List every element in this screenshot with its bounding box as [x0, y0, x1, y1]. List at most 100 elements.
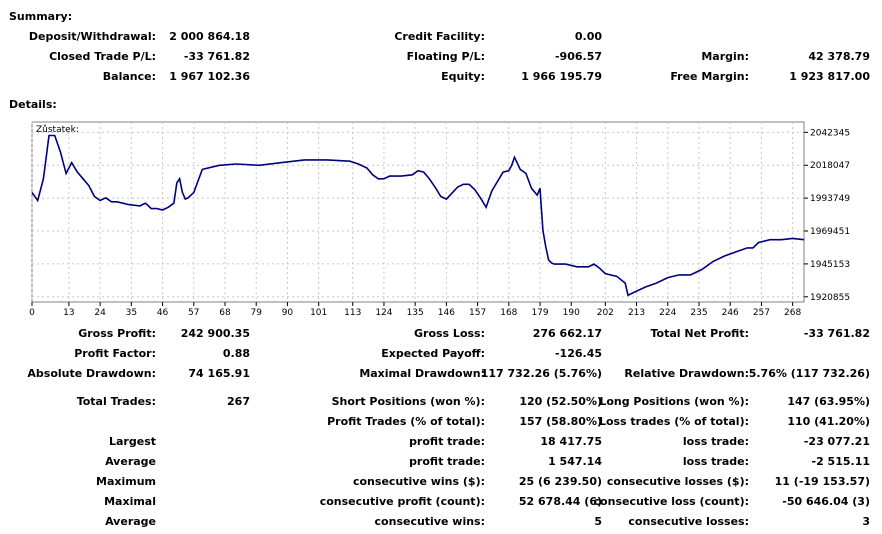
details-heading: Details:: [9, 98, 57, 111]
largest-loss-trade-value: -23 077.21: [803, 435, 870, 448]
balance-label: Balance:: [102, 70, 156, 83]
max-consecutive-losses-value: 11 (-19 153.57): [774, 475, 870, 488]
x-tick-label: 135: [407, 308, 424, 316]
profit-trades-value: 157 (58.80%): [519, 415, 602, 428]
absolute-drawdown-value: 74 165.91: [188, 367, 250, 380]
x-tick-label: 213: [628, 308, 645, 316]
x-tick-label: 235: [690, 308, 707, 316]
relative-drawdown-label: Relative Drawdown:: [624, 367, 749, 380]
deposit-value: 2 000 864.18: [169, 30, 250, 43]
y-axis: 1920855 1945153 1969451 1993749 2018047 20423…: [804, 128, 850, 303]
x-tick-label: 124: [375, 308, 392, 316]
x-tick-label: 35: [126, 308, 137, 316]
chart-grid: [31, 122, 804, 302]
x-tick-label: 190: [563, 308, 580, 316]
y-tick-label: 1993749: [810, 194, 850, 204]
credit-value: 0.00: [574, 30, 602, 43]
maximum-label: Maximum: [96, 475, 156, 488]
avg-consecutive-losses-label: consecutive losses:: [628, 515, 749, 528]
x-axis: 0 13 24 35 46 57 68 79 90 101 113 124 135 146 157 168 17…: [29, 302, 802, 318]
floating-pl-label: Floating P/L:: [406, 50, 485, 63]
chart-title: Zůstatek:: [36, 124, 79, 135]
average-profit-trade-label: profit trade:: [409, 455, 485, 468]
free-margin-value: 1 923 817.00: [789, 70, 870, 83]
x-tick-label: 90: [282, 308, 294, 316]
average-label: Average: [105, 455, 156, 468]
maximal-drawdown-value: 117 732.26 (5.76%): [480, 367, 602, 380]
x-tick-label: 24: [94, 308, 106, 316]
x-tick-label: 246: [722, 308, 739, 316]
short-positions-value: 120 (52.50%): [519, 395, 602, 408]
avg-consecutive-wins-label: consecutive wins:: [374, 515, 485, 528]
long-positions-value: 147 (63.95%): [787, 395, 870, 408]
x-tick-label: 57: [188, 308, 199, 316]
average-consecutive-label: Average: [105, 515, 156, 528]
avg-consecutive-losses-value: 3: [862, 515, 870, 528]
average-profit-trade-value: 1 547.14: [548, 455, 602, 468]
x-tick-label: 202: [597, 308, 614, 316]
long-positions-label: Long Positions (won %):: [599, 395, 749, 408]
y-tick-label: 2018047: [810, 161, 850, 171]
closed-pl-value: -33 761.82: [183, 50, 250, 63]
x-tick-label: 113: [344, 308, 361, 316]
total-trades-label: Total Trades:: [76, 395, 156, 408]
gross-loss-value: 276 662.17: [532, 327, 602, 340]
max-consecutive-wins-label: consecutive wins ($):: [352, 475, 485, 488]
y-tick-label: 1945153: [810, 260, 850, 270]
balance-series-line: [31, 134, 805, 297]
gross-profit-value: 242 900.35: [180, 327, 250, 340]
equity-label: Equity:: [441, 70, 485, 83]
balance-chart: 0 13 24 35 46 57 68 79 90 101 113 124 135 146 157 168 17…: [0, 120, 882, 318]
y-tick-label: 1969451: [810, 227, 850, 237]
x-tick-label: 13: [63, 308, 74, 316]
x-tick-label: 79: [250, 308, 262, 316]
maximal-label: Maximal: [104, 495, 156, 508]
x-tick-label: 224: [659, 308, 676, 316]
x-tick-label: 168: [500, 308, 517, 316]
total-net-profit-value: -33 761.82: [803, 327, 870, 340]
expected-payoff-value: -126.45: [554, 347, 602, 360]
x-tick-label: 268: [784, 308, 801, 316]
gross-profit-label: Gross Profit:: [78, 327, 156, 340]
x-tick-label: 0: [29, 308, 35, 316]
total-trades-value: 267: [227, 395, 250, 408]
floating-pl-value: -906.57: [554, 50, 602, 63]
y-tick-label: 1920855: [810, 293, 850, 303]
avg-consecutive-wins-value: 5: [594, 515, 602, 528]
average-loss-trade-label: loss trade:: [682, 455, 749, 468]
maximal-consecutive-loss-label: consecutive loss (count):: [593, 495, 749, 508]
expected-payoff-label: Expected Payoff:: [381, 347, 485, 360]
largest-loss-trade-label: loss trade:: [682, 435, 749, 448]
largest-profit-trade-label: profit trade:: [409, 435, 485, 448]
gross-loss-label: Gross Loss:: [414, 327, 485, 340]
profit-trades-label: Profit Trades (% of total):: [327, 415, 485, 428]
equity-value: 1 966 195.79: [521, 70, 602, 83]
profit-factor-label: Profit Factor:: [74, 347, 156, 360]
absolute-drawdown-label: Absolute Drawdown:: [27, 367, 156, 380]
maximal-drawdown-label: Maximal Drawdown:: [359, 367, 485, 380]
maximal-consecutive-profit-label: consecutive profit (count):: [319, 495, 485, 508]
maximal-consecutive-loss-value: -50 646.04 (3): [782, 495, 870, 508]
free-margin-label: Free Margin:: [670, 70, 749, 83]
max-consecutive-losses-label: consecutive losses ($):: [606, 475, 749, 488]
average-loss-trade-value: -2 515.11: [811, 455, 871, 468]
summary-heading: Summary:: [9, 10, 73, 23]
maximal-consecutive-profit-value: 52 678.44 (6): [518, 495, 602, 508]
chart-frame: [31, 121, 805, 303]
x-tick-label: 101: [310, 308, 327, 316]
y-tick-label: 2042345: [810, 128, 850, 138]
loss-trades-label: Loss trades (% of total):: [598, 415, 749, 428]
relative-drawdown-value: 5.76% (117 732.26): [748, 367, 870, 380]
max-consecutive-wins-value: 25 (6 239.50): [518, 475, 602, 488]
x-tick-label: 157: [469, 308, 486, 316]
largest-profit-trade-value: 18 417.75: [540, 435, 602, 448]
largest-label: Largest: [109, 435, 156, 448]
credit-label: Credit Facility:: [394, 30, 485, 43]
balance-chart-svg: 0 13 24 35 46 57 68 79 90 101 113 124 135 146 157 168 17…: [29, 121, 850, 318]
balance-value: 1 967 102.36: [169, 70, 250, 83]
total-net-profit-label: Total Net Profit:: [650, 327, 750, 340]
x-tick-label: 68: [219, 308, 231, 316]
x-tick-label: 257: [753, 308, 770, 316]
x-tick-label: 179: [531, 308, 548, 316]
x-tick-label: 46: [157, 308, 169, 316]
